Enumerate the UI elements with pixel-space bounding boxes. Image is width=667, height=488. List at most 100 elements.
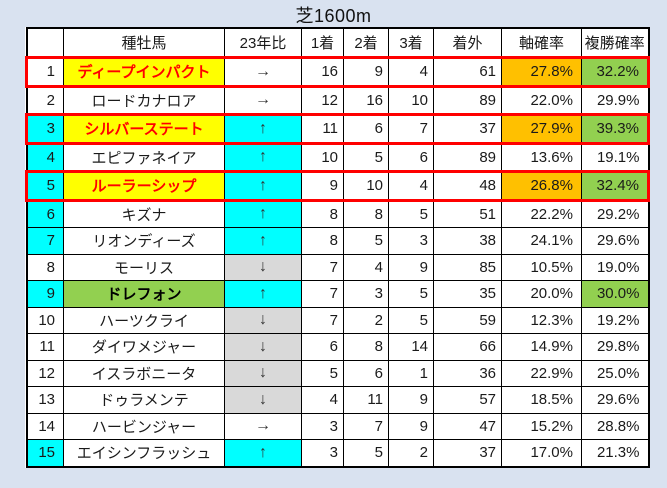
second-place-cell[interactable]: 16 bbox=[343, 85, 389, 115]
out-of-place-cell[interactable]: 61 bbox=[433, 56, 502, 88]
axis-rate-cell[interactable]: 22.9% bbox=[501, 359, 582, 387]
place-rate-cell[interactable]: 29.6% bbox=[581, 227, 649, 255]
out-of-place-cell[interactable]: 48 bbox=[433, 170, 502, 202]
axis-rate-cell[interactable]: 14.9% bbox=[501, 333, 582, 361]
second-place-cell[interactable]: 7 bbox=[343, 412, 389, 440]
trend-cell[interactable]: ↓ bbox=[224, 359, 302, 387]
place-rate-cell[interactable]: 25.0% bbox=[581, 359, 649, 387]
out-of-place-cell[interactable]: 51 bbox=[433, 199, 502, 228]
trend-cell[interactable]: → bbox=[224, 56, 302, 88]
place-rate-cell[interactable]: 19.1% bbox=[581, 142, 649, 172]
place-rate-cell[interactable]: 32.4% bbox=[581, 170, 650, 202]
axis-rate-cell[interactable]: 13.6% bbox=[501, 142, 582, 172]
trend-cell[interactable]: ↑ bbox=[224, 199, 302, 228]
place-rate-cell[interactable]: 29.6% bbox=[581, 386, 649, 414]
second-place-cell[interactable]: 10 bbox=[343, 170, 389, 202]
sire-name-cell[interactable]: ディープインパクト bbox=[63, 56, 225, 88]
out-of-place-cell[interactable]: 57 bbox=[433, 386, 502, 414]
header-sire[interactable]: 種牡馬 bbox=[63, 27, 225, 58]
header-third-place[interactable]: 3着 bbox=[388, 27, 434, 58]
third-place-cell[interactable]: 6 bbox=[388, 142, 434, 172]
third-place-cell[interactable]: 10 bbox=[388, 85, 434, 115]
axis-rate-cell[interactable]: 27.8% bbox=[501, 56, 582, 88]
sire-name-cell[interactable]: エイシンフラッシュ bbox=[63, 439, 225, 467]
trend-cell[interactable]: ↑ bbox=[224, 142, 302, 172]
rank-cell[interactable]: 11 bbox=[26, 333, 64, 361]
place-rate-cell[interactable]: 29.2% bbox=[581, 199, 649, 228]
rank-cell[interactable]: 8 bbox=[26, 253, 64, 281]
place-rate-cell[interactable]: 29.8% bbox=[581, 333, 649, 361]
out-of-place-cell[interactable]: 47 bbox=[433, 412, 502, 440]
sire-name-cell[interactable]: ロードカナロア bbox=[63, 85, 225, 115]
rank-cell[interactable]: 12 bbox=[26, 359, 64, 387]
first-place-cell[interactable]: 7 bbox=[301, 306, 344, 334]
third-place-cell[interactable]: 5 bbox=[388, 199, 434, 228]
rank-cell[interactable]: 14 bbox=[26, 412, 64, 440]
axis-rate-cell[interactable]: 22.0% bbox=[501, 85, 582, 115]
out-of-place-cell[interactable]: 89 bbox=[433, 142, 502, 172]
place-rate-cell[interactable]: 28.8% bbox=[581, 412, 649, 440]
third-place-cell[interactable]: 4 bbox=[388, 170, 434, 202]
sire-name-cell[interactable]: キズナ bbox=[63, 199, 225, 228]
first-place-cell[interactable]: 10 bbox=[301, 142, 344, 172]
place-rate-cell[interactable]: 30.0% bbox=[581, 280, 649, 308]
second-place-cell[interactable]: 9 bbox=[343, 56, 389, 88]
first-place-cell[interactable]: 7 bbox=[301, 280, 344, 308]
header-axis-rate[interactable]: 軸確率 bbox=[501, 27, 582, 58]
first-place-cell[interactable]: 7 bbox=[301, 253, 344, 281]
first-place-cell[interactable]: 8 bbox=[301, 227, 344, 255]
first-place-cell[interactable]: 16 bbox=[301, 56, 344, 88]
axis-rate-cell[interactable]: 10.5% bbox=[501, 253, 582, 281]
rank-cell[interactable]: 5 bbox=[25, 170, 64, 202]
third-place-cell[interactable]: 1 bbox=[388, 359, 434, 387]
first-place-cell[interactable]: 9 bbox=[301, 170, 344, 202]
sire-name-cell[interactable]: シルバーステート bbox=[63, 113, 225, 145]
out-of-place-cell[interactable]: 38 bbox=[433, 227, 502, 255]
trend-cell[interactable]: ↑ bbox=[224, 113, 302, 145]
second-place-cell[interactable]: 8 bbox=[343, 333, 389, 361]
rank-cell[interactable]: 7 bbox=[26, 227, 64, 255]
rank-cell[interactable]: 10 bbox=[26, 306, 64, 334]
second-place-cell[interactable]: 5 bbox=[343, 227, 389, 255]
sire-name-cell[interactable]: ルーラーシップ bbox=[63, 170, 225, 202]
second-place-cell[interactable]: 3 bbox=[343, 280, 389, 308]
sire-name-cell[interactable]: リオンディーズ bbox=[63, 227, 225, 255]
axis-rate-cell[interactable]: 18.5% bbox=[501, 386, 582, 414]
first-place-cell[interactable]: 5 bbox=[301, 359, 344, 387]
header-trend-vs-2023[interactable]: 23年比 bbox=[224, 27, 302, 58]
out-of-place-cell[interactable]: 35 bbox=[433, 280, 502, 308]
place-rate-cell[interactable]: 39.3% bbox=[581, 113, 650, 145]
first-place-cell[interactable]: 8 bbox=[301, 199, 344, 228]
trend-cell[interactable]: ↑ bbox=[224, 439, 302, 467]
axis-rate-cell[interactable]: 15.2% bbox=[501, 412, 582, 440]
trend-cell[interactable]: ↓ bbox=[224, 386, 302, 414]
trend-cell[interactable]: ↑ bbox=[224, 280, 302, 308]
header-rank[interactable] bbox=[26, 27, 64, 58]
place-rate-cell[interactable]: 21.3% bbox=[581, 439, 649, 467]
second-place-cell[interactable]: 4 bbox=[343, 253, 389, 281]
third-place-cell[interactable]: 9 bbox=[388, 412, 434, 440]
rank-cell[interactable]: 2 bbox=[26, 85, 64, 115]
axis-rate-cell[interactable]: 20.0% bbox=[501, 280, 582, 308]
out-of-place-cell[interactable]: 85 bbox=[433, 253, 502, 281]
place-rate-cell[interactable]: 29.9% bbox=[581, 85, 649, 115]
sire-name-cell[interactable]: ドゥラメンテ bbox=[63, 386, 225, 414]
second-place-cell[interactable]: 5 bbox=[343, 439, 389, 467]
header-place-rate[interactable]: 複勝確率 bbox=[581, 27, 649, 58]
trend-cell[interactable]: ↓ bbox=[224, 253, 302, 281]
trend-cell[interactable]: → bbox=[224, 412, 302, 440]
sire-name-cell[interactable]: モーリス bbox=[63, 253, 225, 281]
out-of-place-cell[interactable]: 66 bbox=[433, 333, 502, 361]
first-place-cell[interactable]: 3 bbox=[301, 412, 344, 440]
header-out-of-place[interactable]: 着外 bbox=[433, 27, 502, 58]
out-of-place-cell[interactable]: 37 bbox=[433, 113, 502, 145]
header-second-place[interactable]: 2着 bbox=[343, 27, 389, 58]
third-place-cell[interactable]: 5 bbox=[388, 306, 434, 334]
rank-cell[interactable]: 1 bbox=[25, 56, 64, 88]
first-place-cell[interactable]: 6 bbox=[301, 333, 344, 361]
third-place-cell[interactable]: 2 bbox=[388, 439, 434, 467]
trend-cell[interactable]: → bbox=[224, 85, 302, 115]
sire-name-cell[interactable]: イスラボニータ bbox=[63, 359, 225, 387]
rank-cell[interactable]: 6 bbox=[26, 199, 64, 228]
first-place-cell[interactable]: 11 bbox=[301, 113, 344, 145]
